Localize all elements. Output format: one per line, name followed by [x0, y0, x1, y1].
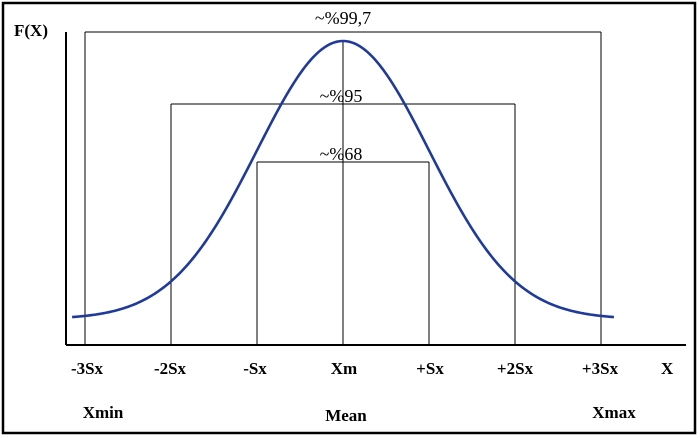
tick-label-plus-3s: +3Sx: [582, 359, 619, 378]
sigma-lines: [84, 32, 602, 345]
bell-curve: [72, 39, 614, 319]
interval-label-95: ~%95: [320, 86, 363, 106]
xmin-label: Xmin: [83, 403, 124, 422]
tick-label-mean: Xm: [331, 359, 357, 378]
tick-label-minus-1s: -Sx: [243, 359, 267, 378]
tick-label-plus-2s: +2Sx: [497, 359, 534, 378]
interval-brackets: [85, 31, 601, 163]
mean-label: Mean: [325, 406, 367, 425]
x-axis-label: X: [661, 359, 674, 378]
interval-label-68: ~%68: [320, 144, 363, 164]
tick-label-minus-2s: -2Sx: [154, 359, 187, 378]
interval-label-99-7: ~%99,7: [315, 8, 371, 28]
tick-label-plus-1s: +Sx: [416, 359, 444, 378]
xmax-label: Xmax: [592, 403, 636, 422]
y-axis-label: F(X): [14, 21, 48, 40]
tick-label-minus-3s: -3Sx: [71, 359, 104, 378]
